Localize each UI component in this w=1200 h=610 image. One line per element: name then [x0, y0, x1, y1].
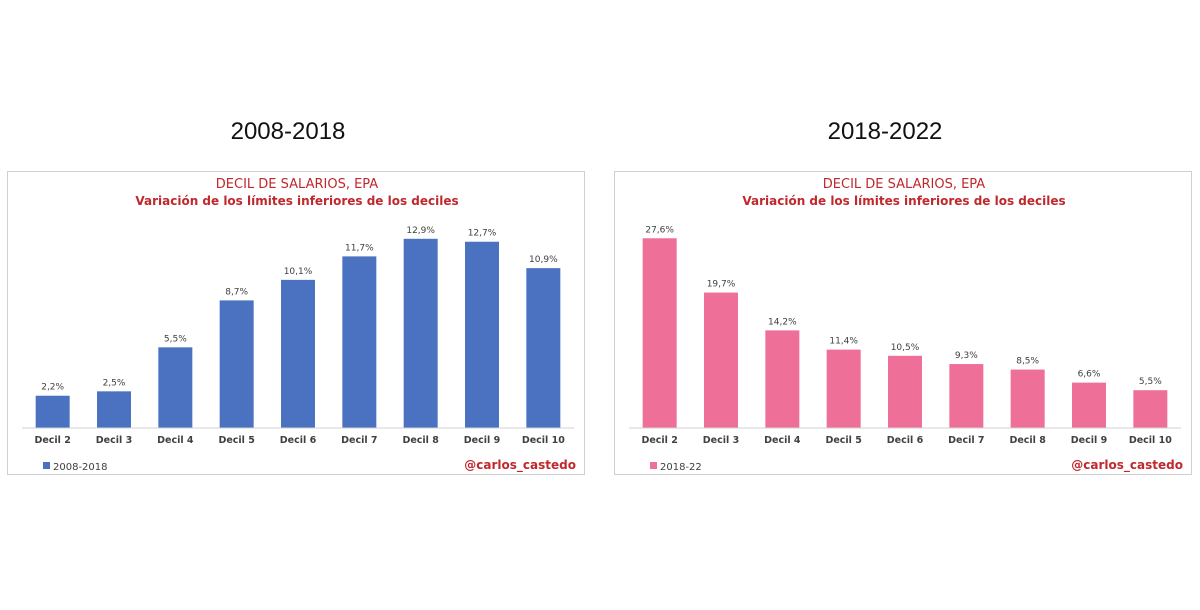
data-label: 2,2% [41, 383, 64, 393]
bar-decil-10 [1133, 390, 1168, 428]
legend-label: 2008-2018 [53, 462, 108, 473]
data-label: 11,4% [829, 337, 858, 347]
bar-decil-8 [1010, 369, 1045, 428]
heading-right: 2018-2022 [827, 118, 943, 145]
bar-chart-2008-2018: DECIL DE SALARIOS, EPA Variación de los l… [22, 177, 576, 473]
bar-decil-8 [403, 238, 438, 428]
data-label: 2,5% [103, 378, 126, 388]
x-tick-label: Decil 2 [641, 435, 677, 446]
data-label: 5,5% [1139, 377, 1162, 387]
author-credit: @carlos_castedo [1071, 458, 1183, 473]
bar-decil-7 [949, 364, 984, 428]
legend-swatch [650, 462, 657, 469]
bar-decil-4 [158, 347, 193, 428]
x-tick-label: Decil 4 [157, 435, 194, 446]
x-tick-label: Decil 2 [34, 435, 70, 446]
data-label: 19,7% [707, 280, 736, 290]
bar-decil-3 [97, 391, 131, 428]
bar-decil-7 [342, 256, 377, 428]
chart-panel-left: DECIL DE SALARIOS, EPA Variación de los l… [7, 171, 585, 475]
bar-decil-10 [526, 268, 561, 428]
x-tick-label: Decil 6 [887, 435, 924, 446]
data-label: 10,5% [891, 343, 920, 353]
data-label: 5,5% [164, 334, 187, 344]
x-tick-label: Decil 7 [948, 435, 984, 446]
data-label: 14,2% [768, 317, 797, 327]
bar-decil-6 [281, 279, 315, 428]
bar-chart-2018-2022: DECIL DE SALARIOS, EPA Variación de los l… [629, 177, 1183, 473]
data-label: 12,7% [468, 229, 497, 239]
x-tick-label: Decil 5 [825, 435, 861, 446]
chart-title: DECIL DE SALARIOS, EPA [823, 177, 986, 192]
bar-decil-2 [642, 238, 677, 428]
data-label: 9,3% [955, 351, 978, 361]
bar-decil-9 [1072, 382, 1106, 428]
bar-decil-5 [219, 300, 254, 428]
x-tick-label: Decil 3 [96, 435, 132, 446]
x-tick-label: Decil 10 [522, 435, 565, 446]
bar-decil-6 [888, 355, 922, 428]
x-tick-label: Decil 8 [1009, 435, 1046, 446]
x-tick-label: Decil 5 [218, 435, 254, 446]
x-tick-label: Decil 10 [1129, 435, 1172, 446]
chart-title: DECIL DE SALARIOS, EPA [216, 177, 379, 192]
x-tick-label: Decil 3 [703, 435, 739, 446]
data-label: 6,6% [1078, 370, 1101, 380]
data-label: 8,5% [1016, 357, 1039, 367]
bar-decil-4 [765, 330, 800, 428]
data-label: 10,9% [529, 255, 558, 265]
legend-swatch [43, 462, 50, 469]
chart-panel-right: DECIL DE SALARIOS, EPA Variación de los l… [614, 171, 1192, 475]
x-tick-label: Decil 9 [1071, 435, 1107, 446]
bar-decil-2 [35, 395, 70, 428]
data-label: 11,7% [345, 243, 374, 253]
data-label: 8,7% [225, 287, 248, 297]
heading-left: 2008-2018 [230, 118, 346, 145]
bar-decil-3 [704, 292, 738, 428]
x-tick-label: Decil 6 [280, 435, 317, 446]
data-label: 27,6% [645, 225, 674, 235]
data-label: 12,9% [406, 226, 435, 236]
x-tick-label: Decil 4 [764, 435, 801, 446]
x-tick-label: Decil 8 [402, 435, 439, 446]
legend-label: 2018-22 [660, 462, 702, 473]
x-tick-label: Decil 7 [341, 435, 377, 446]
bar-decil-5 [826, 349, 861, 428]
x-tick-label: Decil 9 [464, 435, 500, 446]
bar-decil-9 [465, 241, 499, 428]
author-credit: @carlos_castedo [464, 458, 576, 473]
chart-subtitle: Variación de los límites inferiores de l… [135, 194, 458, 208]
data-label: 10,1% [284, 267, 313, 277]
chart-subtitle: Variación de los límites inferiores de l… [742, 194, 1065, 208]
